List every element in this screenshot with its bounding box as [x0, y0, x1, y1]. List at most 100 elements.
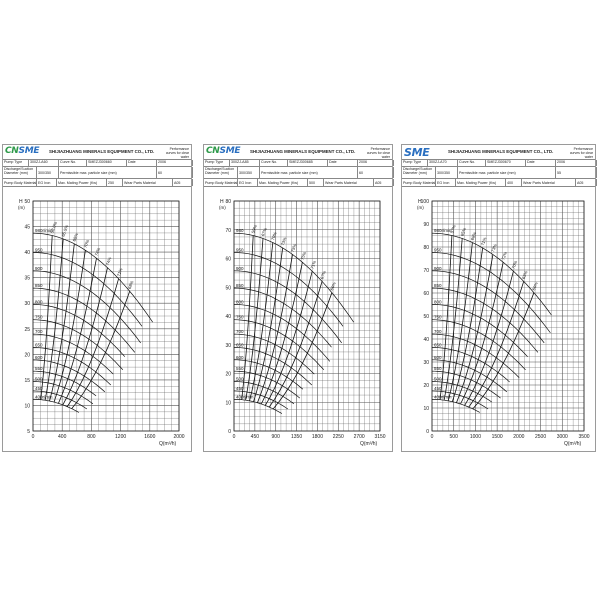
efficiency-line [264, 271, 313, 406]
speed-label: 400r/min [434, 394, 452, 399]
performance-chart-2: 0 450 900 1350 1800 2250 2700 3150 0 10 20 30 40 50 60… [219, 199, 386, 447]
x-tick-label: 1350 [291, 434, 302, 440]
speed-label: 980r/min [35, 228, 53, 233]
speed-curve [431, 333, 520, 378]
speed-label: 600 [434, 355, 442, 360]
pump-type-value: 300ZJ-A60 [29, 160, 59, 166]
efficiency-label: 75% [300, 251, 308, 261]
material-value: EG Iron [238, 179, 258, 186]
particle-label: Permissible max. particle size (mm) [59, 167, 157, 178]
x-tick-label: 500 [450, 434, 459, 440]
efficiency-label: 70% [511, 260, 519, 270]
speed-label: 850 [434, 283, 442, 288]
speed-label: 900 [236, 266, 244, 271]
y-tick-label: 10 [423, 406, 429, 412]
speed-curve [432, 359, 508, 393]
y-tick-label: 50 [225, 285, 231, 291]
x-tick-label: 2250 [333, 434, 344, 440]
curve-sheet-2: CNSME SHIJIAZHUANG MINERALS EQUIPMENT CO… [203, 144, 394, 452]
speed-label: 750 [236, 315, 244, 320]
efficiency-label: 60% [329, 281, 337, 291]
efficiency-label: 73% [280, 236, 288, 246]
x-tick-label: 1000 [470, 434, 481, 440]
y-axis-label: H [220, 199, 224, 205]
efficiency-line [468, 281, 525, 408]
efficiency-line [443, 238, 463, 401]
y-tick-label: 20 [24, 352, 30, 358]
speed-label: 700 [434, 329, 442, 334]
efficiency-line [456, 254, 494, 403]
wear-label: Wear Parts Material [324, 179, 374, 186]
wear-label: Wear Parts Material [522, 179, 576, 186]
curve-no-value: SMEZJ300670 [486, 160, 526, 166]
efficiency-line [451, 247, 484, 402]
material-label: Pump Body Material [4, 179, 37, 186]
speed-label: 980r/min [434, 228, 452, 233]
y-tick-label: 10 [24, 403, 30, 409]
y-axis-unit: (m) [18, 205, 25, 210]
plot-frame [431, 200, 585, 432]
y-tick-label: 40 [225, 314, 231, 320]
speed-curve [431, 252, 551, 334]
x-tick-label: 800 [87, 434, 96, 440]
y-tick-label: 20 [423, 383, 429, 389]
date-label: Date [127, 160, 157, 166]
pump-type-label: Pump Type [204, 160, 230, 166]
efficiency-line [249, 242, 274, 401]
speed-curve [233, 232, 354, 323]
performance-note: Performance curves for clear water [366, 147, 390, 159]
curve-no-label: Curve No. [458, 160, 486, 166]
company-logo: CNSME [5, 146, 40, 156]
performance-chart-3: 0 500 1000 1500 2000 2500 3000 3500 0 10 20 30 40 50 6… [417, 199, 590, 447]
x-tick-label: 1800 [312, 434, 323, 440]
efficiency-label: 74% [105, 256, 113, 266]
y-tick-label: 15 [24, 378, 30, 384]
date-label: Date [526, 160, 556, 166]
efficiency-label: 73% [490, 243, 498, 253]
company-logo: CNSME [206, 146, 241, 156]
efficiency-label: 71% [116, 267, 124, 277]
pump-type-label: Pump Type [3, 160, 29, 166]
company-name: SHIJIAZHUANG MINERALS EQUIPMENT CO., LTD… [49, 149, 155, 154]
speed-label: 450 [35, 386, 43, 391]
particle-label: Permissible max. particle size (mm) [458, 167, 556, 178]
efficiency-line [460, 262, 504, 405]
efficiency-label: 65% [459, 227, 467, 237]
speed-label: 750 [434, 315, 442, 320]
y-tick-label: 40 [423, 337, 429, 343]
discharge-label: Discharge/Suction Diameter (mm) [3, 167, 37, 178]
efficiency-line [40, 235, 53, 400]
power-value: 500 [308, 179, 324, 186]
efficiency-label: 67% [260, 227, 268, 237]
speed-label: 500 [434, 377, 442, 382]
efficiency-line [260, 262, 303, 405]
pump-type-label: Pump Type [402, 160, 428, 166]
efficiency-label: 59% [250, 224, 258, 234]
performance-chart-1: 0 400 800 1200 1600 2000 5 10 15 20 25 30 35 40 45 50H(… [18, 199, 185, 447]
efficiency-label: 75% [290, 243, 298, 253]
y-tick-label: 90 [423, 222, 429, 228]
speed-label: 980 [236, 228, 244, 233]
company-logo: SME [404, 146, 430, 159]
y-tick-label: 50 [24, 199, 30, 205]
efficiency-label: 65.5% [60, 224, 69, 237]
wear-value: A05 [173, 179, 193, 186]
speed-label: 850 [236, 283, 244, 288]
curve-no-label: Curve No. [59, 160, 87, 166]
company-name: SHIJIAZHUANG MINERALS EQUIPMENT CO., LTD… [448, 149, 554, 154]
efficiency-label: 58.0% [49, 221, 58, 234]
efficiency-line [257, 254, 293, 403]
speed-curve [32, 232, 153, 323]
speed-label: 850 [35, 283, 43, 288]
y-tick-label: 0 [228, 429, 231, 435]
speed-curve [233, 304, 331, 362]
y-axis-label: H [19, 199, 23, 205]
speed-label: 550 [236, 366, 244, 371]
efficiency-line [53, 250, 86, 403]
y-tick-label: 50 [423, 314, 429, 320]
speed-label: 650 [35, 342, 43, 347]
plot-frame [233, 200, 381, 432]
efficiency-label: 71% [480, 236, 488, 246]
x-tick-label: 400 [58, 434, 67, 440]
x-tick-label: 1500 [492, 434, 503, 440]
